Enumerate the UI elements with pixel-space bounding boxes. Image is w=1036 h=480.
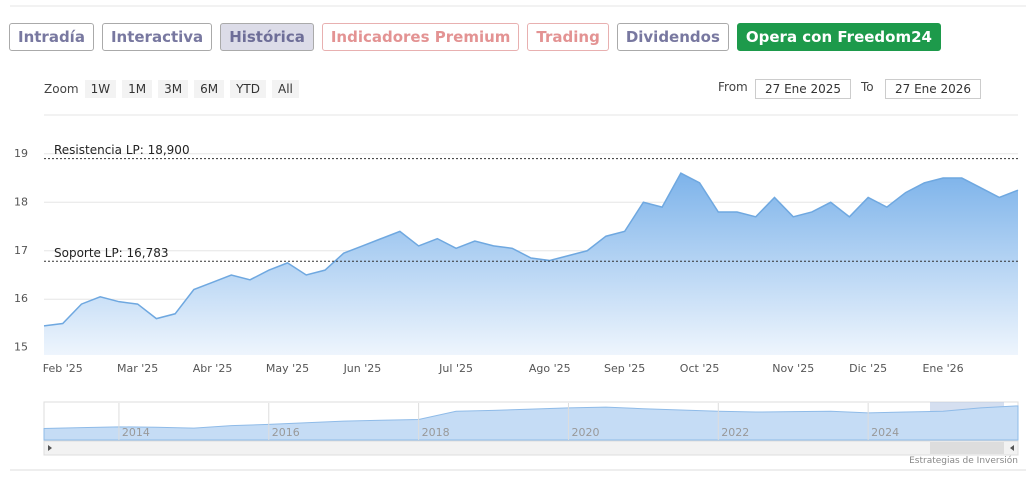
x-tick-label: Nov '25: [772, 362, 814, 375]
tab[interactable]: Histórica: [220, 23, 314, 51]
navigator-label: 2016: [272, 426, 300, 439]
tab[interactable]: Trading: [527, 23, 609, 51]
tab[interactable]: Interactiva: [101, 23, 213, 51]
y-tick-label: 18: [14, 195, 28, 208]
tab[interactable]: Dividendos: [616, 23, 729, 51]
zoom-button[interactable]: 1W: [84, 80, 117, 98]
zoom-button[interactable]: 1M: [122, 80, 153, 98]
plot-line-label: Resistencia LP: 18,900: [54, 143, 190, 157]
x-tick-label: Mar '25: [117, 362, 158, 375]
y-tick-label: 15: [14, 341, 28, 354]
area: [44, 173, 1018, 355]
y-tick-label: 17: [14, 244, 28, 257]
credit: Estrategias de Inversión: [909, 456, 1018, 466]
scrollbar-thumb[interactable]: [930, 442, 1004, 454]
zoom-button[interactable]: 3M: [158, 80, 189, 98]
to-label: To: [861, 80, 874, 94]
x-tick-label: Sep '25: [604, 362, 645, 375]
from-input[interactable]: 27 Ene 2025: [755, 79, 852, 99]
tab[interactable]: Opera con Freedom24: [736, 23, 941, 51]
x-tick-label: Jun '25: [343, 362, 382, 375]
navigator-label: 2018: [422, 426, 450, 439]
plot-line-label: Soporte LP: 16,783: [54, 246, 169, 260]
x-tick-label: Feb '25: [43, 362, 83, 375]
x-tick-label: Abr '25: [193, 362, 233, 375]
scrollbar[interactable]: [43, 440, 1019, 456]
navigator-label: 2022: [721, 426, 749, 439]
zoom-bar: Zoom 1W 1M 3M 6M YTD All: [44, 80, 299, 98]
x-tick-label: Oct '25: [680, 362, 720, 375]
navigator-label: 2024: [871, 426, 899, 439]
from-label: From: [718, 80, 748, 94]
navigator-label: 2020: [571, 426, 599, 439]
tab[interactable]: Indicadores Premium: [321, 23, 520, 51]
x-tick-label: Jul '25: [438, 362, 473, 375]
to-input[interactable]: 27 Ene 2026: [885, 79, 982, 99]
x-tick-label: Ene '26: [922, 362, 963, 375]
navigator-label: 2014: [122, 426, 150, 439]
tab-bar: Intradía Interactiva Histórica Indicador…: [9, 23, 941, 51]
zoom-button[interactable]: 6M: [194, 80, 225, 98]
line: [43, 172, 1019, 327]
zoom-button[interactable]: YTD: [230, 80, 266, 98]
x-tick-label: Dic '25: [849, 362, 887, 375]
tab[interactable]: Intradía: [9, 23, 94, 51]
x-tick-label: Ago '25: [529, 362, 571, 375]
y-tick-label: 16: [14, 292, 28, 305]
navigator-area: [43, 405, 1019, 441]
y-tick-label: 19: [14, 147, 28, 160]
x-tick-label: May '25: [266, 362, 309, 375]
zoom-label: Zoom: [44, 82, 79, 96]
zoom-button[interactable]: All: [272, 80, 299, 98]
